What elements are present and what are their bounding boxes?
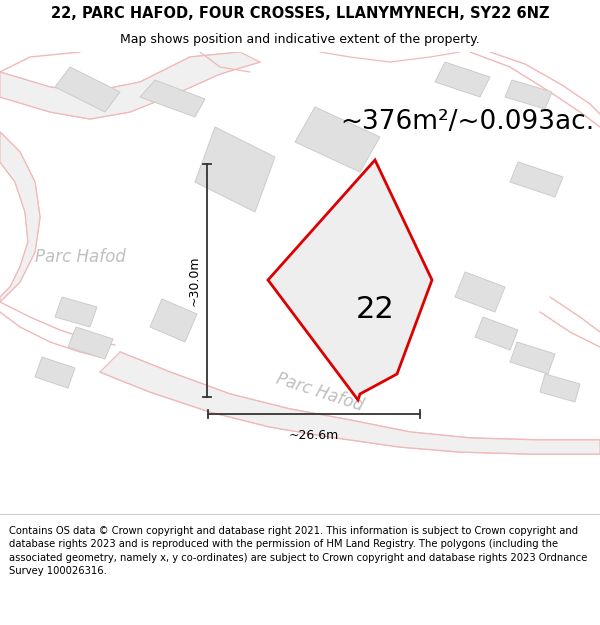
- Text: Contains OS data © Crown copyright and database right 2021. This information is : Contains OS data © Crown copyright and d…: [9, 526, 587, 576]
- Polygon shape: [55, 297, 97, 327]
- Polygon shape: [68, 327, 113, 359]
- Text: ~376m²/~0.093ac.: ~376m²/~0.093ac.: [340, 109, 594, 135]
- Polygon shape: [268, 160, 432, 400]
- Text: Parc Hafod: Parc Hafod: [274, 369, 366, 414]
- Polygon shape: [510, 162, 563, 197]
- Polygon shape: [100, 352, 600, 454]
- Text: ~30.0m: ~30.0m: [187, 255, 200, 306]
- Text: 22, PARC HAFOD, FOUR CROSSES, LLANYMYNECH, SY22 6NZ: 22, PARC HAFOD, FOUR CROSSES, LLANYMYNEC…: [51, 6, 549, 21]
- Text: Map shows position and indicative extent of the property.: Map shows position and indicative extent…: [120, 33, 480, 46]
- Polygon shape: [455, 272, 505, 312]
- Text: 22: 22: [356, 295, 394, 324]
- Text: ~26.6m: ~26.6m: [289, 429, 339, 442]
- Polygon shape: [140, 80, 205, 117]
- Polygon shape: [55, 67, 120, 112]
- Polygon shape: [0, 132, 40, 302]
- Polygon shape: [540, 374, 580, 402]
- Polygon shape: [35, 357, 75, 388]
- Polygon shape: [505, 80, 552, 109]
- Polygon shape: [295, 107, 380, 172]
- Polygon shape: [435, 62, 490, 97]
- Text: Parc Hafod: Parc Hafod: [35, 248, 125, 266]
- Polygon shape: [475, 317, 518, 350]
- Polygon shape: [150, 299, 197, 342]
- Polygon shape: [510, 342, 555, 374]
- Polygon shape: [0, 52, 260, 119]
- Polygon shape: [195, 127, 275, 212]
